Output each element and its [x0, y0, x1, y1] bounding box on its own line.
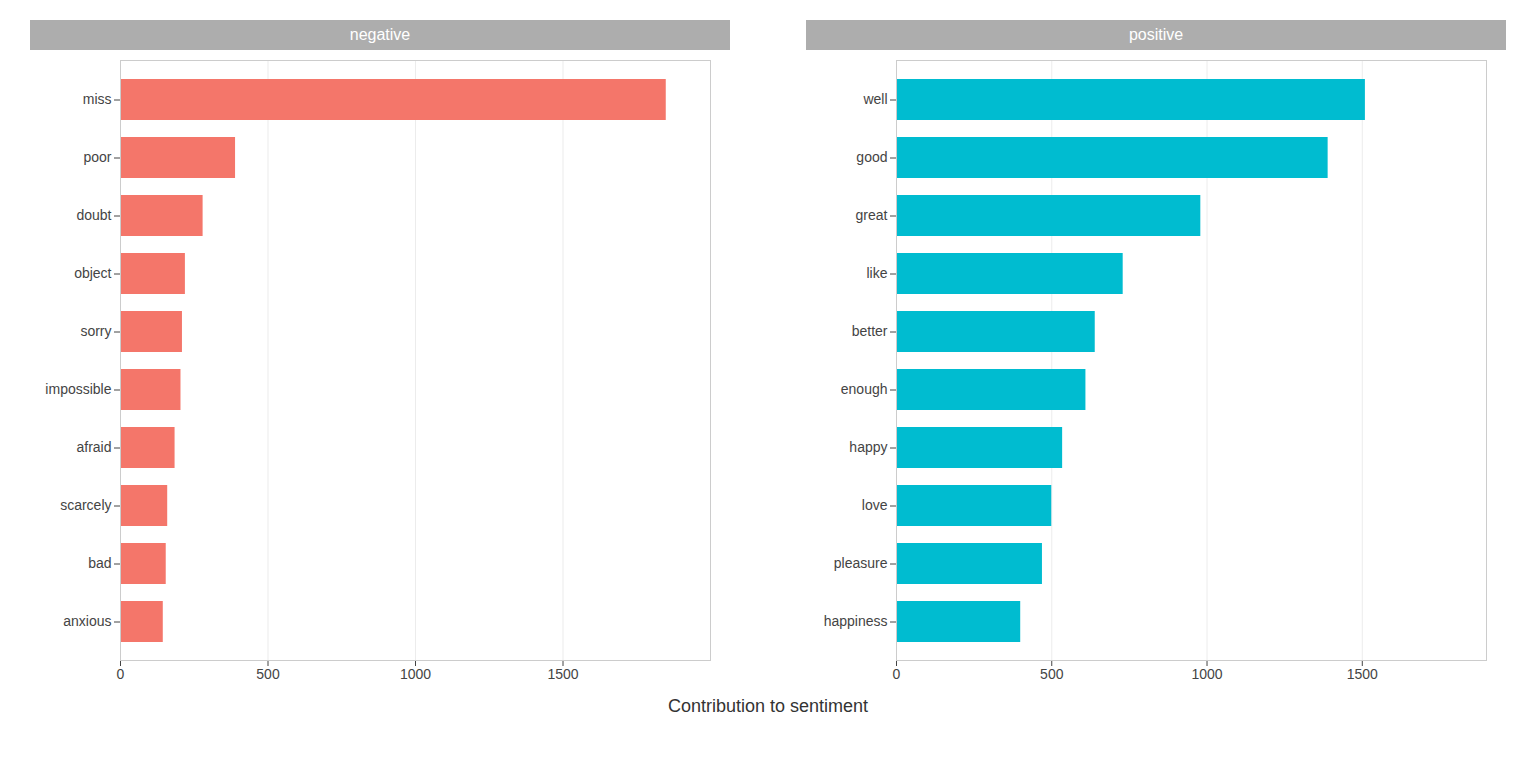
svg-text:scarcely: scarcely — [60, 497, 111, 513]
svg-text:object: object — [74, 265, 111, 281]
svg-text:well: well — [862, 91, 887, 107]
svg-text:good: good — [856, 149, 887, 165]
svg-text:bad: bad — [88, 555, 111, 571]
svg-text:1500: 1500 — [1347, 666, 1378, 682]
svg-text:great: great — [856, 207, 888, 223]
svg-text:anxious: anxious — [63, 613, 111, 629]
svg-text:sorry: sorry — [80, 323, 111, 339]
html-text:positive: positive — [1128, 26, 1184, 43]
svg-text:1000: 1000 — [1191, 666, 1222, 682]
svg-text:enough: enough — [841, 381, 888, 397]
html-text:Contribution to sentiment: Contribution to sentiment — [667, 696, 868, 716]
html-text:negative: negative — [349, 26, 411, 43]
svg-text:0: 0 — [893, 666, 901, 682]
svg-text:impossible: impossible — [45, 381, 111, 397]
svg-text:poor: poor — [83, 149, 111, 165]
svg-text:1000: 1000 — [400, 666, 431, 682]
svg-text:pleasure: pleasure — [834, 555, 888, 571]
svg-text:1500: 1500 — [547, 666, 578, 682]
svg-text:better: better — [852, 323, 888, 339]
svg-text:love: love — [862, 497, 888, 513]
svg-text:happiness: happiness — [824, 613, 888, 629]
svg-text:afraid: afraid — [76, 439, 111, 455]
svg-text:0: 0 — [117, 666, 125, 682]
svg-text:like: like — [866, 265, 887, 281]
svg-text:doubt: doubt — [76, 207, 111, 223]
svg-text:500: 500 — [256, 666, 280, 682]
svg-text:500: 500 — [1040, 666, 1064, 682]
svg-text:miss: miss — [83, 91, 112, 107]
svg-text:happy: happy — [849, 439, 887, 455]
